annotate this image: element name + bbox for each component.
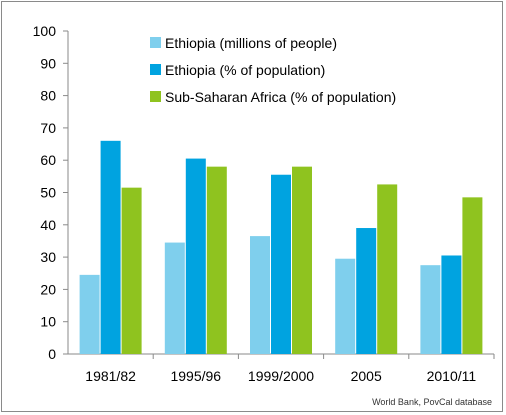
bars — [79, 140, 483, 354]
y-tick-label: 80 — [40, 88, 56, 104]
y-tick-label: 40 — [40, 217, 56, 233]
source-note: World Bank, PovCal database — [372, 397, 492, 407]
y-tick-label: 0 — [48, 346, 56, 362]
legend-label: Sub-Saharan Africa (% of population) — [165, 89, 396, 105]
bar — [441, 255, 462, 354]
y-tick-label: 70 — [40, 120, 56, 136]
bar — [164, 242, 185, 354]
bar — [121, 187, 142, 354]
bar — [79, 274, 100, 354]
y-tick-label: 60 — [40, 152, 56, 168]
legend-label: Ethiopia (% of population) — [165, 62, 325, 78]
legend-swatch — [150, 37, 161, 48]
bar — [462, 197, 483, 354]
bar — [185, 158, 206, 354]
x-tick-label: 1981/82 — [85, 368, 136, 384]
x-tick-label: 2005 — [351, 368, 382, 384]
bar — [100, 140, 121, 354]
axes: 0 10 20 30 40 50 60 70 80 90 100 1981/82 1995/96 1999… — [33, 23, 495, 384]
bar — [271, 174, 291, 354]
x-tick-label: 2010/11 — [427, 368, 477, 384]
bar — [377, 184, 398, 354]
bar — [206, 166, 227, 354]
bar — [356, 228, 377, 354]
y-tick-label: 20 — [40, 281, 56, 297]
bar — [335, 258, 356, 354]
legend-label: Ethiopia (millions of people) — [165, 35, 337, 51]
x-tick-label: 1995/96 — [170, 368, 221, 384]
y-tick-label: 90 — [40, 55, 56, 71]
y-tick-label: 100 — [33, 23, 57, 39]
y-tick-label: 10 — [40, 314, 56, 330]
legend-swatch — [150, 91, 161, 102]
x-tick-label: 1999/2000 — [248, 368, 314, 384]
legend: Ethiopia (millions of people) Ethiopia (%… — [150, 35, 396, 105]
y-tick-label: 50 — [40, 185, 56, 201]
legend-swatch — [150, 64, 161, 75]
y-tick-label: 30 — [40, 249, 56, 265]
bar — [292, 166, 312, 354]
bar — [250, 236, 270, 354]
bar — [420, 265, 441, 354]
